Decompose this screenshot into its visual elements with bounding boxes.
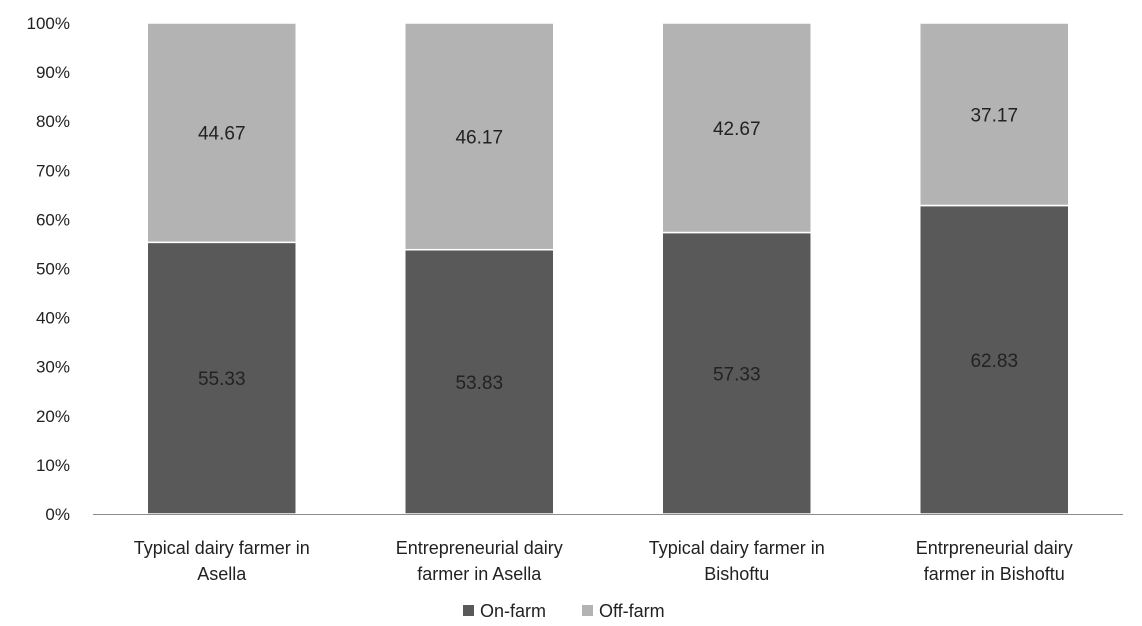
y-tick-label: 60% bbox=[36, 210, 70, 229]
y-tick-label: 20% bbox=[36, 407, 70, 426]
legend-swatch-on-farm bbox=[463, 605, 474, 616]
data-label: 55.33 bbox=[198, 369, 246, 390]
y-tick-label: 50% bbox=[36, 260, 70, 279]
legend-label: Off-farm bbox=[599, 601, 665, 621]
x-category-label: Bishoftu bbox=[704, 564, 769, 584]
x-category-label: farmer in Bishoftu bbox=[924, 564, 1065, 584]
x-category-label: Entrepreneurial dairy bbox=[396, 538, 563, 558]
data-label: 46.17 bbox=[455, 127, 503, 148]
data-label: 44.67 bbox=[198, 124, 246, 145]
x-axis: Typical dairy farmer in Asella Entrepreneu… bbox=[93, 514, 1123, 584]
y-tick-label: 100% bbox=[27, 14, 70, 33]
bar-segment-off-farm bbox=[919, 22, 1070, 207]
legend-swatch-off-farm bbox=[582, 605, 593, 616]
legend-label: On-farm bbox=[480, 601, 546, 621]
x-category-label: Entrpreneurial dairy bbox=[916, 538, 1073, 558]
bar-segment-on-farm bbox=[146, 241, 297, 515]
legend: On-farm Off-farm bbox=[463, 601, 665, 621]
y-tick-label: 80% bbox=[36, 112, 70, 131]
data-label: 53.83 bbox=[455, 373, 503, 394]
bar-segment-off-farm bbox=[146, 22, 297, 244]
y-axis: 0% 10% 20% 30% 40% 50% 60% 70% 80% 90% 100% bbox=[27, 14, 70, 524]
bar-segment-off-farm bbox=[661, 22, 812, 234]
data-label: 37.17 bbox=[970, 105, 1018, 126]
y-tick-label: 90% bbox=[36, 63, 70, 82]
data-label: 57.33 bbox=[713, 364, 761, 385]
y-tick-label: 40% bbox=[36, 309, 70, 328]
x-category-label: Typical dairy farmer in bbox=[134, 538, 310, 558]
bars: 55.33 44.67 53.83 46.17 57.33 42.67 62.83 37.17 bbox=[146, 22, 1070, 515]
x-category-label: Asella bbox=[197, 564, 247, 584]
bar-segment-off-farm bbox=[404, 22, 555, 251]
x-category-label: farmer in Asella bbox=[417, 564, 542, 584]
y-tick-label: 0% bbox=[45, 505, 70, 524]
bar-segment-on-farm bbox=[661, 231, 812, 515]
data-label: 62.83 bbox=[970, 351, 1018, 372]
y-tick-label: 10% bbox=[36, 456, 70, 475]
y-tick-label: 70% bbox=[36, 161, 70, 180]
y-tick-label: 30% bbox=[36, 358, 70, 377]
data-label: 42.67 bbox=[713, 119, 761, 140]
x-category-label: Typical dairy farmer in bbox=[649, 538, 825, 558]
